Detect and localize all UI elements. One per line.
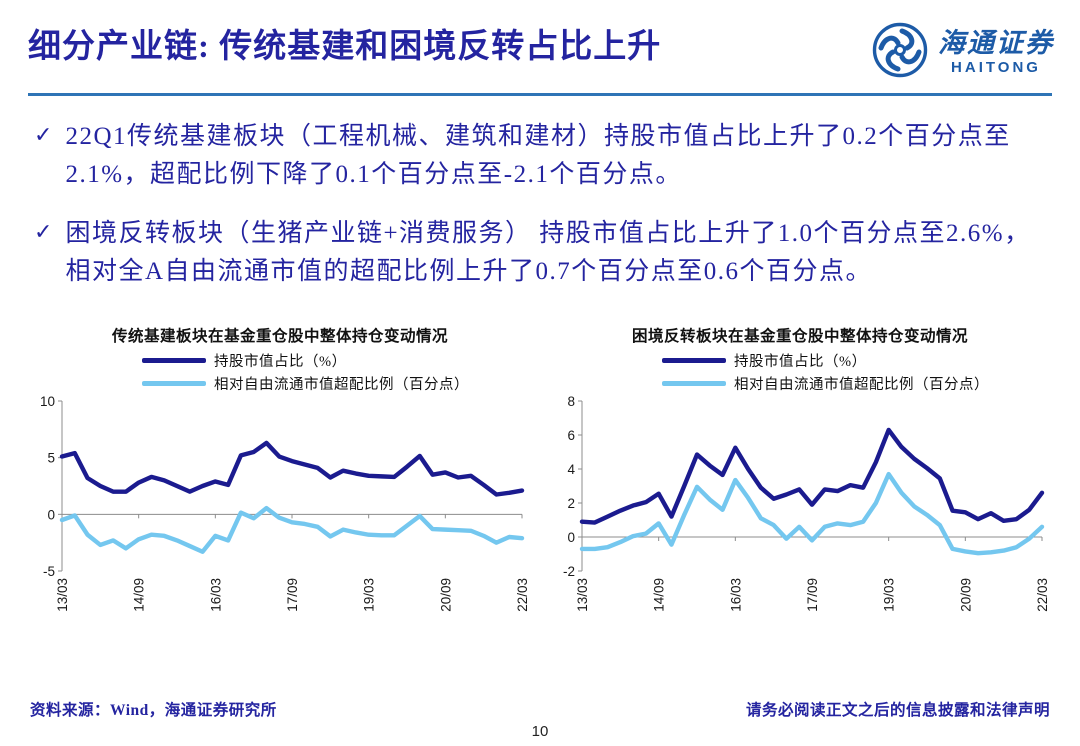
svg-text:16/03: 16/03 — [208, 578, 223, 612]
svg-text:2: 2 — [567, 496, 575, 511]
bullet-text: 22Q1传统基建板块（工程机械、建筑和建材）持股市值占比上升了0.2个百分点至2… — [65, 123, 1011, 188]
source-note: 资料来源：Wind，海通证券研究所 — [30, 702, 277, 719]
series-swatch — [142, 358, 206, 363]
svg-text:-5: -5 — [43, 564, 55, 579]
svg-text:10: 10 — [40, 395, 55, 409]
svg-text:13/03: 13/03 — [575, 578, 590, 612]
svg-text:4: 4 — [567, 462, 575, 477]
svg-text:-2: -2 — [563, 564, 575, 579]
checkmark-icon: ✓ — [34, 122, 53, 147]
disclaimer-note: 请务必阅读正文之后的信息披露和法律声明 — [745, 702, 1050, 719]
legend-item: 持股市值占比（%） — [142, 349, 536, 372]
chart-turnaround: 困境反转板块在基金重仓股中整体持仓变动情况 持股市值占比（%） 相对自由流通市值… — [544, 324, 1056, 635]
logo-text: 海通证券 HAITONG — [938, 28, 1054, 76]
svg-text:13/03: 13/03 — [55, 578, 70, 612]
legend-label: 持股市值占比（%） — [214, 354, 347, 370]
chart-legend: 持股市值占比（%） 相对自由流通市值超配比例（百分点） — [142, 349, 536, 395]
svg-text:6: 6 — [567, 428, 575, 443]
svg-text:22/03: 22/03 — [1035, 578, 1050, 612]
legend-item: 相对自由流通市值超配比例（百分点） — [142, 372, 536, 395]
series-swatch — [142, 381, 206, 386]
bullet-list: ✓ 22Q1传统基建板块（工程机械、建筑和建材）持股市值占比上升了0.2个百分点… — [34, 118, 1050, 290]
legend-label: 相对自由流通市值超配比例（百分点） — [214, 377, 469, 393]
bullet-item: ✓ 22Q1传统基建板块（工程机械、建筑和建材）持股市值占比上升了0.2个百分点… — [34, 118, 1050, 193]
legend-label: 相对自由流通市值超配比例（百分点） — [734, 377, 989, 393]
svg-text:17/09: 17/09 — [805, 578, 820, 612]
chart-legend: 持股市值占比（%） 相对自由流通市值超配比例（百分点） — [662, 349, 1056, 395]
svg-text:16/03: 16/03 — [728, 578, 743, 612]
bullet-text: 困境反转板块（生猪产业链+消费服务） 持股市值占比上升了1.0个百分点至2.6%… — [65, 220, 1031, 285]
legend-item: 相对自由流通市值超配比例（百分点） — [662, 372, 1056, 395]
chart-traditional-infrastructure: 传统基建板块在基金重仓股中整体持仓变动情况 持股市值占比（%） 相对自由流通市值… — [24, 324, 536, 635]
bullet-item: ✓ 困境反转板块（生猪产业链+消费服务） 持股市值占比上升了1.0个百分点至2.… — [34, 215, 1050, 290]
haitong-logo: 海通证券 HAITONG — [870, 20, 1054, 85]
footer-row: 资料来源：Wind，海通证券研究所 请务必阅读正文之后的信息披露和法律声明 — [0, 698, 1080, 720]
chart-title: 传统基建板块在基金重仓股中整体持仓变动情况 — [111, 328, 448, 345]
legend-label: 持股市值占比（%） — [734, 354, 867, 370]
chart-title: 困境反转板块在基金重仓股中整体持仓变动情况 — [631, 328, 968, 345]
series-swatch — [662, 358, 726, 363]
svg-text:20/09: 20/09 — [958, 578, 973, 612]
svg-text:14/09: 14/09 — [132, 578, 147, 612]
charts-row: 传统基建板块在基金重仓股中整体持仓变动情况 持股市值占比（%） 相对自由流通市值… — [24, 324, 1056, 635]
svg-text:20/09: 20/09 — [438, 578, 453, 612]
page-number: 10 — [531, 723, 549, 740]
svg-text:5: 5 — [47, 451, 55, 466]
line-chart-turnaround: 8 6 4 2 0 -213/03 14/09 16/03 17/09 19/03 20/09 22/… — [563, 395, 1050, 612]
svg-text:22/03: 22/03 — [515, 578, 530, 612]
svg-text:0: 0 — [47, 507, 55, 522]
svg-text:14/09: 14/09 — [652, 578, 667, 612]
logo-name-en: HAITONG — [951, 59, 1041, 76]
checkmark-icon: ✓ — [34, 219, 53, 244]
haitong-logo-icon — [870, 20, 930, 85]
logo-name-cn: 海通证券 — [938, 28, 1054, 58]
page-title: 细分产业链: 传统基建和困境反转占比上升 — [28, 29, 662, 65]
svg-text:17/09: 17/09 — [285, 578, 300, 612]
svg-text:19/03: 19/03 — [362, 578, 377, 612]
svg-text:0: 0 — [567, 530, 575, 545]
footer: 资料来源：Wind，海通证券研究所 请务必阅读正文之后的信息披露和法律声明 10 — [0, 698, 1080, 740]
line-chart-traditional-infrastructure: 10 5 0 -513/03 14/09 16/03 17/09 19/03 20/09 22/0… — [40, 395, 530, 612]
svg-text:8: 8 — [567, 395, 575, 409]
svg-text:19/03: 19/03 — [882, 578, 897, 612]
header: 细分产业链: 传统基建和困境反转占比上升 海通证券 HAITONG — [0, 0, 1080, 85]
series-swatch — [662, 381, 726, 386]
title-divider — [28, 93, 1052, 96]
legend-item: 持股市值占比（%） — [662, 349, 1056, 372]
